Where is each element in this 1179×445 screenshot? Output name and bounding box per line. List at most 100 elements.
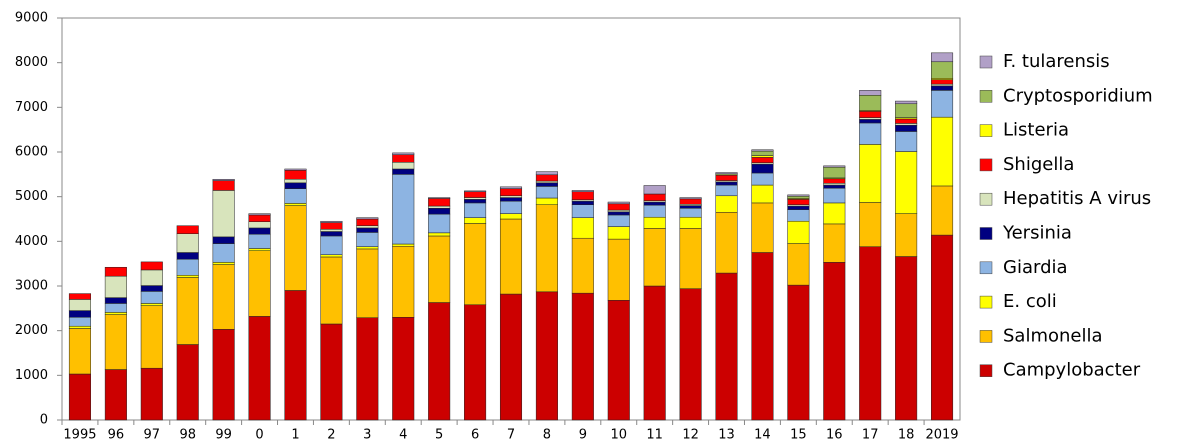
legend-swatch [979,261,993,275]
bar-segment [212,190,235,238]
bar-segment [643,285,666,421]
legend-swatch [979,227,993,240]
bar-segment [715,181,738,186]
bar-segment [535,186,558,199]
bar-segment [859,117,882,120]
bar-segment [320,222,343,230]
bar-segment [176,225,199,234]
y-tick-label: 6000 [15,145,48,160]
bar-segment [68,310,91,318]
x-tick-label: 6 [471,428,479,442]
bar-segment [499,218,523,295]
bar-segment [392,152,415,155]
y-tick-label: 5000 [15,189,48,204]
x-tick-label: 8 [543,428,551,442]
x-tick-label: 15 [790,428,807,442]
bar-segment [356,246,379,250]
legend-swatch [979,55,993,69]
y-tick-label: 4000 [15,234,48,249]
y-tick-label: 2000 [15,323,48,338]
bar-segment [392,154,415,163]
bar-segment [859,144,882,203]
legend-swatch [979,295,993,309]
bar-segment [212,329,235,421]
x-tick-label: 99 [215,428,232,442]
bar-segment [787,195,810,199]
bar-segment [320,254,343,258]
x-tick-label: 3 [363,428,371,442]
bar-segment [571,200,594,205]
bar-segment [464,217,487,224]
legend-swatch [979,158,993,172]
bar-segment [787,209,810,222]
y-tick-label: 9000 [15,11,48,26]
bar-segment [571,204,594,218]
bar-segment [931,116,954,187]
bar-segment [140,367,163,421]
bar-segment [895,151,918,214]
x-tick-label: 17 [862,428,879,442]
bar-segment [320,323,343,421]
bar-segment [607,209,630,213]
bar-segment [104,314,127,370]
bar-segment [248,316,271,421]
bar-segment [895,213,918,257]
x-tick-label: 5 [435,428,443,442]
bar-segment [751,150,774,156]
bar-segment [679,228,702,289]
bar-segment [859,119,882,124]
bar-segment [464,223,487,306]
bar-segment [392,174,415,245]
bar-segment [499,197,523,202]
x-tick-label: 16 [826,428,843,442]
bar-segment [68,373,91,421]
bar-segment [140,291,163,304]
bar-segment [679,197,702,200]
bar-segment [535,291,558,421]
bar-segment [679,208,702,218]
bar-segment [320,231,343,237]
bar-segment [571,237,594,294]
bar-segment [104,266,127,277]
bar-segment [68,325,91,329]
x-tick-label: 7 [507,428,515,442]
bar-segment [931,85,954,91]
bar-segment [248,233,271,249]
bar-segment [392,317,415,421]
legend-label: Salmonella [1003,325,1103,346]
bar-segment [176,252,199,260]
bar-segment [104,369,127,421]
x-tick-label: 4 [399,428,407,442]
bar-segment [679,288,702,421]
bar-segment [499,293,523,421]
bar-segment [140,305,163,369]
bar-segment [428,208,451,215]
bar-segment [895,103,918,118]
bar-segment [428,197,451,199]
legend-label: F. tularensis [1003,51,1110,72]
legend-label: Cryptosporidium [1003,85,1153,106]
bar-segment [499,186,523,189]
bar-segment [571,292,594,421]
bar-segment [176,275,199,278]
x-tick-label: 11 [646,428,663,442]
bar-segment [140,303,163,306]
bar-segment [535,180,558,184]
bar-segment [464,304,487,421]
x-tick-label: 13 [718,428,735,442]
bar-segment [104,303,127,313]
bar-segment [248,250,271,317]
bar-segment [931,52,954,63]
bar-segment [751,184,774,204]
bar-segment [535,171,558,176]
bar-segment [859,90,882,96]
bar-segment [751,252,774,421]
bar-segment [248,248,271,251]
bar-segment [895,256,918,421]
bar-segment [607,203,630,211]
bar-segment [787,194,810,197]
bar-segment [284,188,307,204]
bar-segment [643,193,666,201]
bar-segment [499,195,523,198]
